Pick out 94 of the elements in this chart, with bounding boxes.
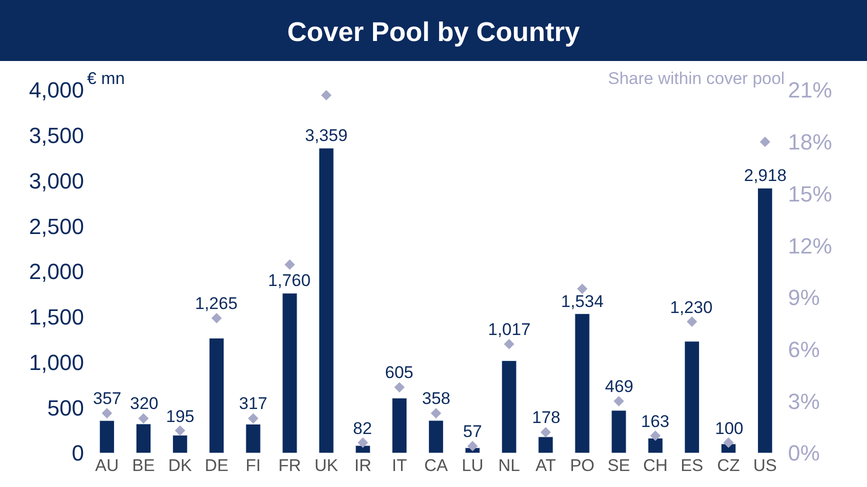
data-label: 605 (385, 363, 414, 382)
data-label: 3,359 (305, 126, 348, 145)
point (540, 427, 551, 438)
point (614, 396, 624, 406)
x-tick-label: IT (392, 456, 407, 475)
point (650, 430, 661, 441)
bar (428, 420, 444, 453)
bar (355, 445, 370, 453)
x-tick-label: BE (132, 456, 155, 475)
point (321, 90, 332, 100)
bar (318, 148, 334, 453)
bar (246, 424, 261, 453)
x-tick-label: NL (498, 456, 520, 475)
point (138, 413, 149, 424)
y2-tick-label: 21% (788, 78, 832, 103)
bar (684, 341, 700, 453)
data-label: 1,230 (670, 298, 713, 317)
bar (611, 410, 626, 453)
data-label: 100 (715, 419, 744, 438)
data-label: 317 (239, 394, 268, 413)
x-tick-label: CA (424, 456, 448, 475)
bar (136, 424, 152, 453)
data-label: 195 (166, 407, 194, 426)
data-label: 2,918 (744, 166, 787, 185)
y2-tick-label: 3% (788, 388, 820, 414)
point (102, 408, 112, 418)
bar (99, 420, 114, 453)
data-label: 57 (463, 422, 482, 441)
bar (538, 436, 554, 453)
data-label: 1,534 (561, 292, 604, 311)
x-tick-label: CH (643, 456, 668, 475)
chart-title: Cover Pool by Country (287, 17, 580, 48)
x-tick-label: DK (168, 456, 193, 475)
data-label: 1,017 (488, 320, 531, 339)
x-tick-label: CZ (717, 456, 740, 475)
bar (574, 314, 590, 453)
point (358, 437, 368, 448)
point (211, 312, 222, 324)
bar (392, 398, 407, 453)
x-tick-label: DE (204, 456, 228, 475)
data-label: 320 (130, 394, 158, 413)
point (504, 338, 514, 350)
y2-tick-label: 6% (788, 336, 820, 362)
point (284, 259, 295, 270)
y-tick-label: 0 (72, 440, 84, 466)
y-axis-title: € mn (87, 69, 125, 88)
x-tick-label: PO (570, 456, 595, 475)
bar (209, 338, 224, 453)
data-label: 178 (532, 408, 560, 427)
point (394, 382, 405, 393)
y-tick-label: 1,000 (28, 350, 84, 375)
x-tick-label: IR (354, 456, 372, 475)
x-tick-label: FI (246, 456, 261, 475)
x-tick-label: UK (314, 456, 339, 475)
data-label: 163 (641, 412, 670, 431)
y2-axis-title: Share within cover pool (608, 69, 785, 88)
y2-tick-label: 12% (788, 233, 832, 258)
point (686, 316, 698, 327)
data-label: 357 (93, 389, 122, 408)
y2-tick-label: 0% (788, 440, 820, 466)
point (577, 284, 588, 294)
y-tick-label: 2,500 (28, 214, 84, 239)
bar (502, 360, 517, 453)
x-tick-label: AU (95, 456, 119, 475)
bar (172, 435, 188, 453)
x-tick-label: US (753, 456, 777, 475)
point (248, 413, 258, 424)
y-tick-label: 500 (47, 395, 84, 420)
y2-tick-label: 15% (788, 181, 832, 206)
x-tick-label: ES (680, 456, 704, 475)
x-tick-label: SE (607, 456, 630, 475)
bar (648, 438, 663, 453)
point (174, 425, 186, 436)
point (723, 437, 734, 448)
y-tick-label: 3,500 (28, 123, 84, 148)
x-tick-label: FR (278, 456, 302, 475)
x-tick-label: AT (535, 456, 556, 475)
data-label: 358 (422, 389, 450, 408)
y-tick-label: 4,000 (28, 78, 84, 103)
y-tick-label: 1,500 (28, 304, 84, 330)
data-label: 469 (605, 377, 634, 396)
y-tick-label: 2,000 (28, 259, 84, 284)
y-tick-label: 3,000 (28, 168, 84, 194)
x-tick-label: LU (462, 456, 484, 475)
bar (758, 188, 773, 453)
data-label: 1,265 (195, 294, 238, 313)
point (430, 408, 442, 418)
y2-tick-label: 18% (788, 130, 832, 155)
point (760, 136, 770, 148)
point (467, 440, 478, 452)
y2-tick-label: 9% (788, 285, 820, 310)
data-label: 1,760 (268, 271, 311, 290)
data-label: 82 (353, 419, 372, 438)
bar (282, 293, 298, 453)
